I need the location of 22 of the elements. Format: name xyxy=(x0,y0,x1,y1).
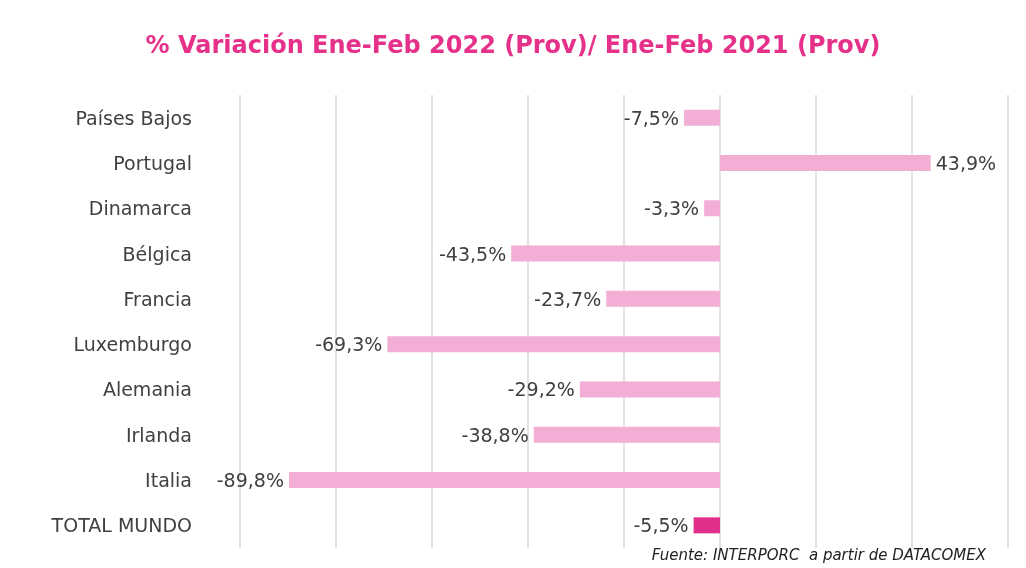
data-label: -38,8% xyxy=(461,423,529,446)
y-tick-label: Dinamarca xyxy=(88,197,192,220)
data-label: -43,5% xyxy=(438,242,507,265)
data-label: -69,3% xyxy=(315,333,383,356)
data-label: -3,3% xyxy=(644,197,700,220)
data-label: -5,5% xyxy=(633,514,689,537)
data-label: 43,9% xyxy=(935,151,997,174)
y-tick-label: Luxemburgo xyxy=(73,333,192,356)
data-label: -7,5% xyxy=(623,106,679,129)
y-tick-label: Países Bajos xyxy=(75,106,192,129)
y-tick-label: Portugal xyxy=(113,151,192,174)
chart-title: % Variación Ene-Feb 2022 (Prov)/ Ene-Feb 2021 (Prov) xyxy=(145,31,881,59)
y-tick-label: Francia xyxy=(123,287,192,310)
y-tick-label: Alemania xyxy=(102,378,192,401)
data-label: -89,8% xyxy=(216,469,284,492)
annotation: Fuente: INTERPORC a partir de DATACOMEX xyxy=(651,545,987,564)
data-label: -29,2% xyxy=(507,378,575,401)
y-tick-label: Irlanda xyxy=(125,423,192,446)
y-tick-label: Bélgica xyxy=(122,242,192,265)
data-label: -23,7% xyxy=(534,287,602,310)
y-tick-label: TOTAL MUNDO xyxy=(50,514,192,537)
y-tick-label: Italia xyxy=(145,469,192,492)
